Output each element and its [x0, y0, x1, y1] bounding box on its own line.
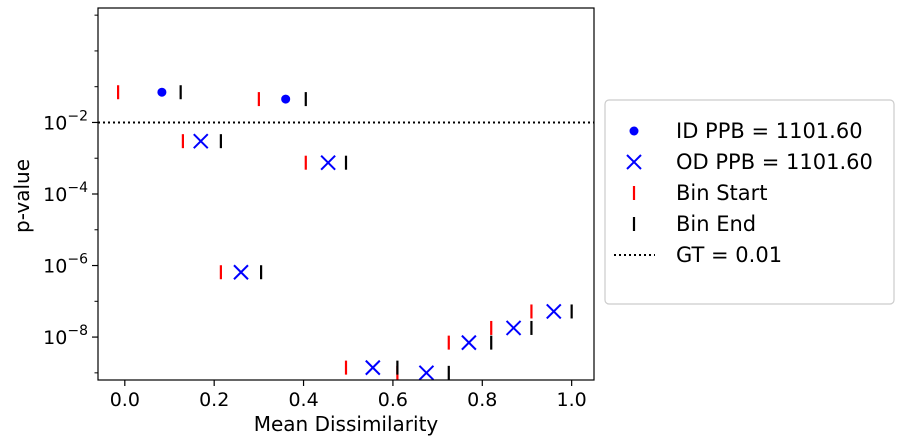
series-0-point-0	[157, 87, 167, 97]
x-tick-label: 0.8	[467, 389, 497, 411]
legend-label: OD PPB = 1101.60	[676, 150, 873, 174]
legend-box	[604, 99, 895, 305]
series-1-point-7	[546, 303, 562, 320]
series-1-point-5	[461, 334, 477, 351]
series-1-point-0	[193, 133, 209, 149]
legend-swatch-1	[626, 154, 642, 170]
x-tick-label: 1.0	[557, 389, 587, 411]
y-tick-label: 10−8	[43, 323, 88, 349]
x-tick-label: 0.4	[288, 389, 318, 411]
axes: 0.0 0.2 0.4 0.6 0.8 1.0 10−2 10−4 10−6 10−8	[43, 7, 595, 411]
x-axis-label: Mean Dissimilarity	[254, 412, 439, 436]
series-1-point-2	[233, 264, 249, 280]
legend-label: ID PPB = 1101.60	[676, 119, 863, 143]
series-1-point-6	[505, 320, 522, 336]
series-1-point-1	[320, 154, 336, 171]
legend-label: Bin Start	[676, 181, 768, 205]
x-tick-label: 0.0	[110, 389, 140, 411]
series-1-point-3	[365, 359, 381, 376]
legend-label: Bin End	[676, 212, 756, 236]
legend-label: GT = 0.01	[676, 243, 782, 267]
y-axis-label: p-value	[10, 159, 34, 233]
x-tick-label: 0.6	[378, 389, 408, 411]
x-tick-label: 0.2	[199, 389, 229, 411]
y-tick-label: 10−2	[43, 108, 88, 134]
legend: ID PPB = 1101.60 OD PPB = 1101.60 Bin Star…	[604, 99, 895, 305]
series-1-point-4	[418, 365, 435, 381]
legend-swatch-0	[629, 126, 639, 136]
plot-area	[98, 85, 594, 381]
y-tick-label: 10−4	[43, 180, 88, 206]
series-0-point-1	[281, 94, 291, 104]
y-tick-label: 10−6	[43, 252, 88, 278]
